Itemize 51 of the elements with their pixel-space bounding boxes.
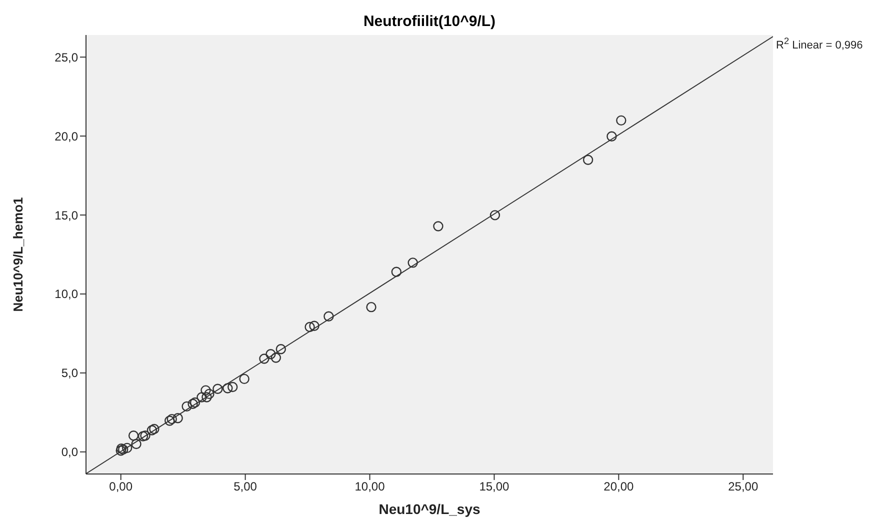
x-tick-label: 20,00 [604,480,634,494]
point [146,425,158,436]
point [433,221,444,232]
point [122,442,132,454]
point [131,438,142,450]
point [128,430,139,441]
point [182,401,192,412]
point [204,388,214,400]
y-tick-label: 10,0 [54,287,78,302]
point [196,392,207,402]
y-axis-title: Neu10^9/L_hemo1 [10,197,26,312]
x-tick-label: 25,00 [728,480,758,494]
point [324,311,334,322]
point [149,424,160,434]
point [408,258,418,268]
point [116,446,126,456]
point [239,374,250,384]
point [202,392,212,402]
point [228,382,238,392]
point [391,266,402,277]
y-tick-label: 20,0 [54,129,78,144]
text: R$^{2}$ Linear = 0,996 [776,36,863,52]
chart-title: Neutrofiilit(10^9/L) [362,13,497,30]
x-tick-label: 5,00 [234,480,258,494]
x-axis-title: Neu10^9/L_sys [378,501,480,517]
point [188,398,198,409]
point [266,349,276,360]
point [172,413,183,424]
point [582,154,594,166]
point [138,431,148,442]
point [190,397,200,408]
point [200,385,211,396]
point [304,322,315,332]
point [616,115,626,126]
x-tick-label: 10,00 [354,480,386,494]
point [490,210,500,220]
x-tick-label: 15,00 [479,480,510,494]
y-tick-label: 15,0 [54,208,78,222]
point [309,320,320,331]
y-tick-label: 0,0 [61,445,78,460]
x-tick-label: 0,00 [109,480,133,494]
point [366,302,376,312]
point [606,131,617,142]
point [140,430,150,441]
point [276,344,286,354]
point [212,384,223,394]
point [270,352,282,363]
y-tick-label: 5,0 [61,366,78,380]
point [259,354,270,364]
point [222,383,233,394]
y-tick-label: 25,0 [54,50,78,64]
